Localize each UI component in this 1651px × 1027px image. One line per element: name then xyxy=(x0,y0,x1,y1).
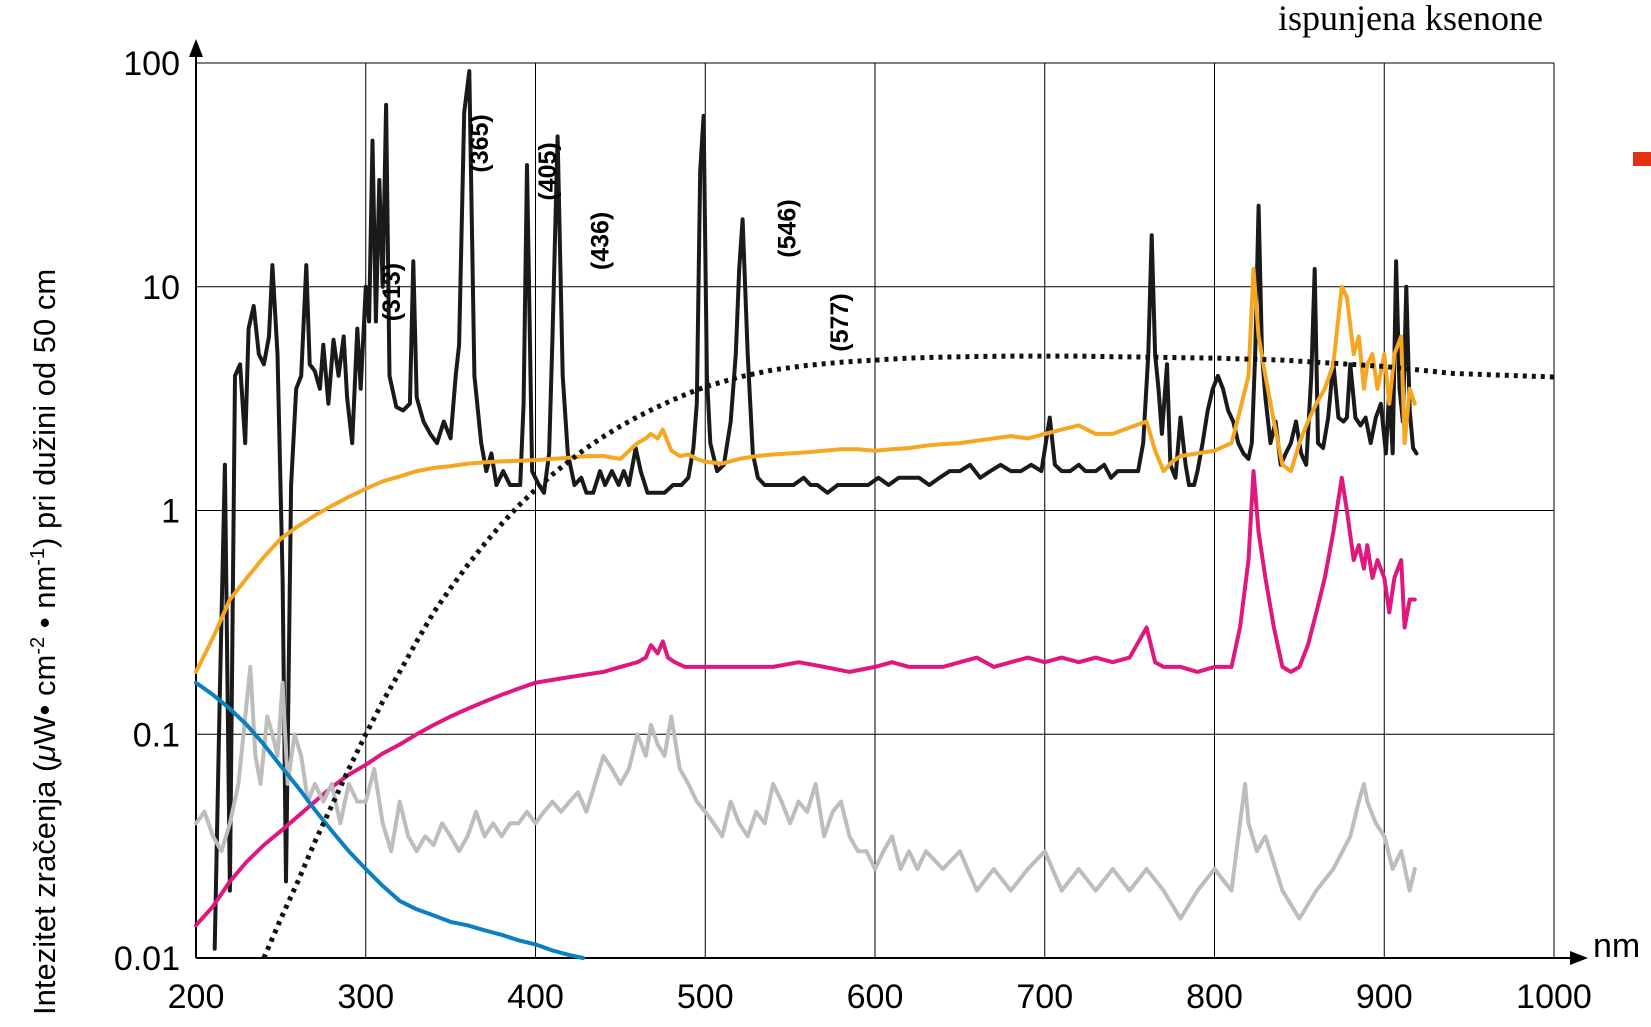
x-tick-label: 600 xyxy=(847,978,904,1016)
peak-label: (577) xyxy=(826,293,854,351)
peak-label: (436) xyxy=(587,212,615,270)
series-line-0 xyxy=(212,69,1419,951)
x-axis-arrow xyxy=(1570,951,1588,965)
x-tick-label: 300 xyxy=(337,978,394,1016)
y-tick-label: 10 xyxy=(142,269,180,307)
y-axis-label: Intezitet zračenja (μW• cm-2 • nm-1) pri… xyxy=(27,269,62,1015)
x-tick-label: 200 xyxy=(168,978,225,1016)
y-label-text: Intezitet zračenja ( xyxy=(27,761,62,1015)
y-tick-label: 0.01 xyxy=(114,940,180,978)
x-tick-label: 500 xyxy=(677,978,734,1016)
y-label-text: • nm xyxy=(27,566,62,637)
series-line-2 xyxy=(194,469,1417,928)
series-line-4 xyxy=(194,680,585,960)
series-line-5 xyxy=(261,353,1555,959)
peak-label: (365) xyxy=(466,114,494,172)
series-layer xyxy=(194,69,1555,960)
series-line-3 xyxy=(194,664,1417,921)
x-tick-label: 700 xyxy=(1016,978,1073,1016)
x-tick-labels: 200 300 400 500 600 700 800 900 1000 xyxy=(168,978,1592,1016)
legend-fragment-marker xyxy=(1633,152,1651,166)
top-caption: ispunjena ksenone xyxy=(1278,0,1543,38)
axes xyxy=(189,39,1588,965)
series-line-1 xyxy=(194,267,1417,674)
y-label-text: ) pri dužini od 50 cm xyxy=(27,269,62,548)
y-tick-labels: 100 10 1 0.1 0.01 xyxy=(114,45,180,978)
y-label-text: W• cm xyxy=(27,655,62,745)
y-tick-label: 1 xyxy=(161,493,180,531)
x-unit-label: nm xyxy=(1593,927,1640,965)
peak-label: (546) xyxy=(773,199,801,257)
peak-label: (313) xyxy=(378,263,406,321)
x-tick-label: 1000 xyxy=(1516,978,1592,1016)
grid xyxy=(196,62,1555,958)
x-tick-label: 900 xyxy=(1356,978,1413,1016)
y-label-mu: μ xyxy=(27,745,62,763)
y-axis-arrow xyxy=(189,39,203,57)
y-tick-label: 100 xyxy=(123,45,180,83)
y-tick-label: 0.1 xyxy=(133,716,180,754)
peak-label: (405) xyxy=(534,142,562,200)
y-label-superscript: -1 xyxy=(27,548,49,566)
x-tick-label: 400 xyxy=(507,978,564,1016)
x-tick-label: 800 xyxy=(1186,978,1243,1016)
peak-labels: (313) (365) (405) (436) (546) (577) xyxy=(378,114,854,351)
y-label-superscript: -2 xyxy=(27,637,49,655)
